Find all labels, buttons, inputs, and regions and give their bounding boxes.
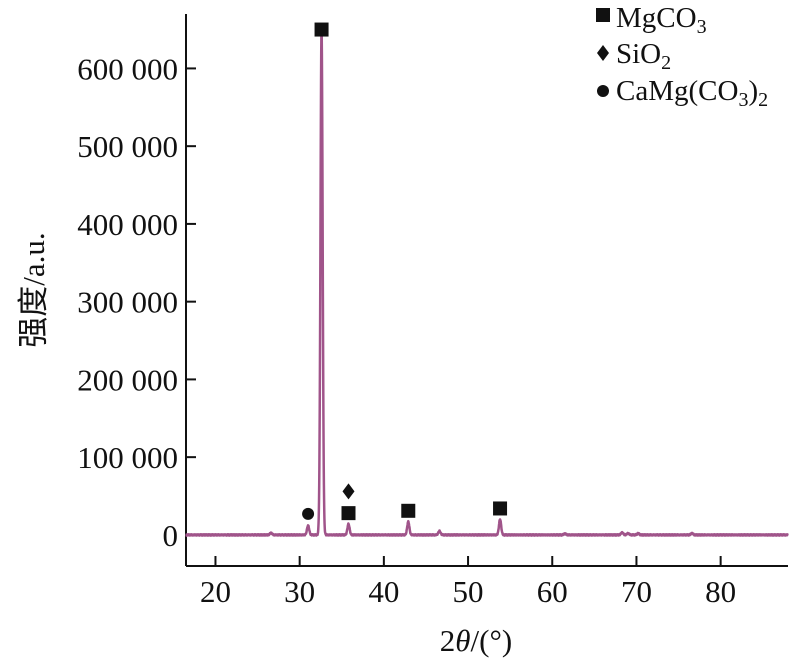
y-tick-label: 300 000 — [77, 285, 178, 320]
x-tick-label: 50 — [453, 574, 484, 609]
diamond-marker-icon — [597, 45, 609, 61]
circle-marker-icon — [597, 85, 609, 97]
x-tick-label: 40 — [368, 574, 399, 609]
legend: MgCO3 SiO2 CaMg(CO3)2 — [596, 2, 768, 111]
x-axis-title-suffix: /(°) — [471, 623, 513, 658]
x-tick-label: 70 — [621, 574, 652, 609]
xrd-line — [184, 28, 790, 537]
square-marker — [341, 506, 356, 521]
x-tick-label: 20 — [200, 574, 231, 609]
square-marker — [314, 22, 329, 37]
y-tick-label: 100 000 — [77, 440, 178, 475]
legend-item-sio2: SiO2 — [597, 38, 671, 74]
diamond-marker — [342, 483, 355, 500]
legend-item-mgco3: MgCO3 — [596, 2, 707, 38]
marker-layer — [302, 22, 508, 521]
y-tick-label: 600 000 — [77, 51, 178, 86]
x-tick-label: 60 — [537, 574, 568, 609]
y-tick-label: 200 000 — [77, 362, 178, 397]
legend-label-sio2: SiO2 — [616, 38, 671, 74]
x-tick-label: 80 — [705, 574, 736, 609]
legend-label-camgco32: CaMg(CO3)2 — [616, 75, 768, 111]
x-tick-label: 30 — [284, 574, 315, 609]
y-tick-label: 0 — [163, 518, 179, 553]
y-ticks: 0 100 000 200 000 300 000 400 000 500 000 600 … — [77, 51, 196, 553]
legend-label-mgco3: MgCO3 — [616, 2, 707, 38]
x-axis-title-prefix: 2 — [440, 623, 456, 658]
square-marker — [401, 503, 416, 518]
y-tick-label: 500 000 — [77, 129, 178, 164]
y-axis-title: 强度/a.u. — [16, 232, 51, 347]
series-layer — [184, 28, 790, 537]
square-marker — [493, 501, 508, 516]
y-tick-label: 400 000 — [77, 207, 178, 242]
x-ticks: 20 30 40 50 60 70 80 — [200, 556, 736, 609]
legend-item-camgco32: CaMg(CO3)2 — [597, 75, 768, 111]
x-axis-title-theta: θ — [455, 623, 470, 658]
square-marker-icon — [596, 8, 610, 22]
circle-marker — [302, 507, 315, 520]
x-axis-title: 2θ/(°) — [440, 623, 512, 658]
